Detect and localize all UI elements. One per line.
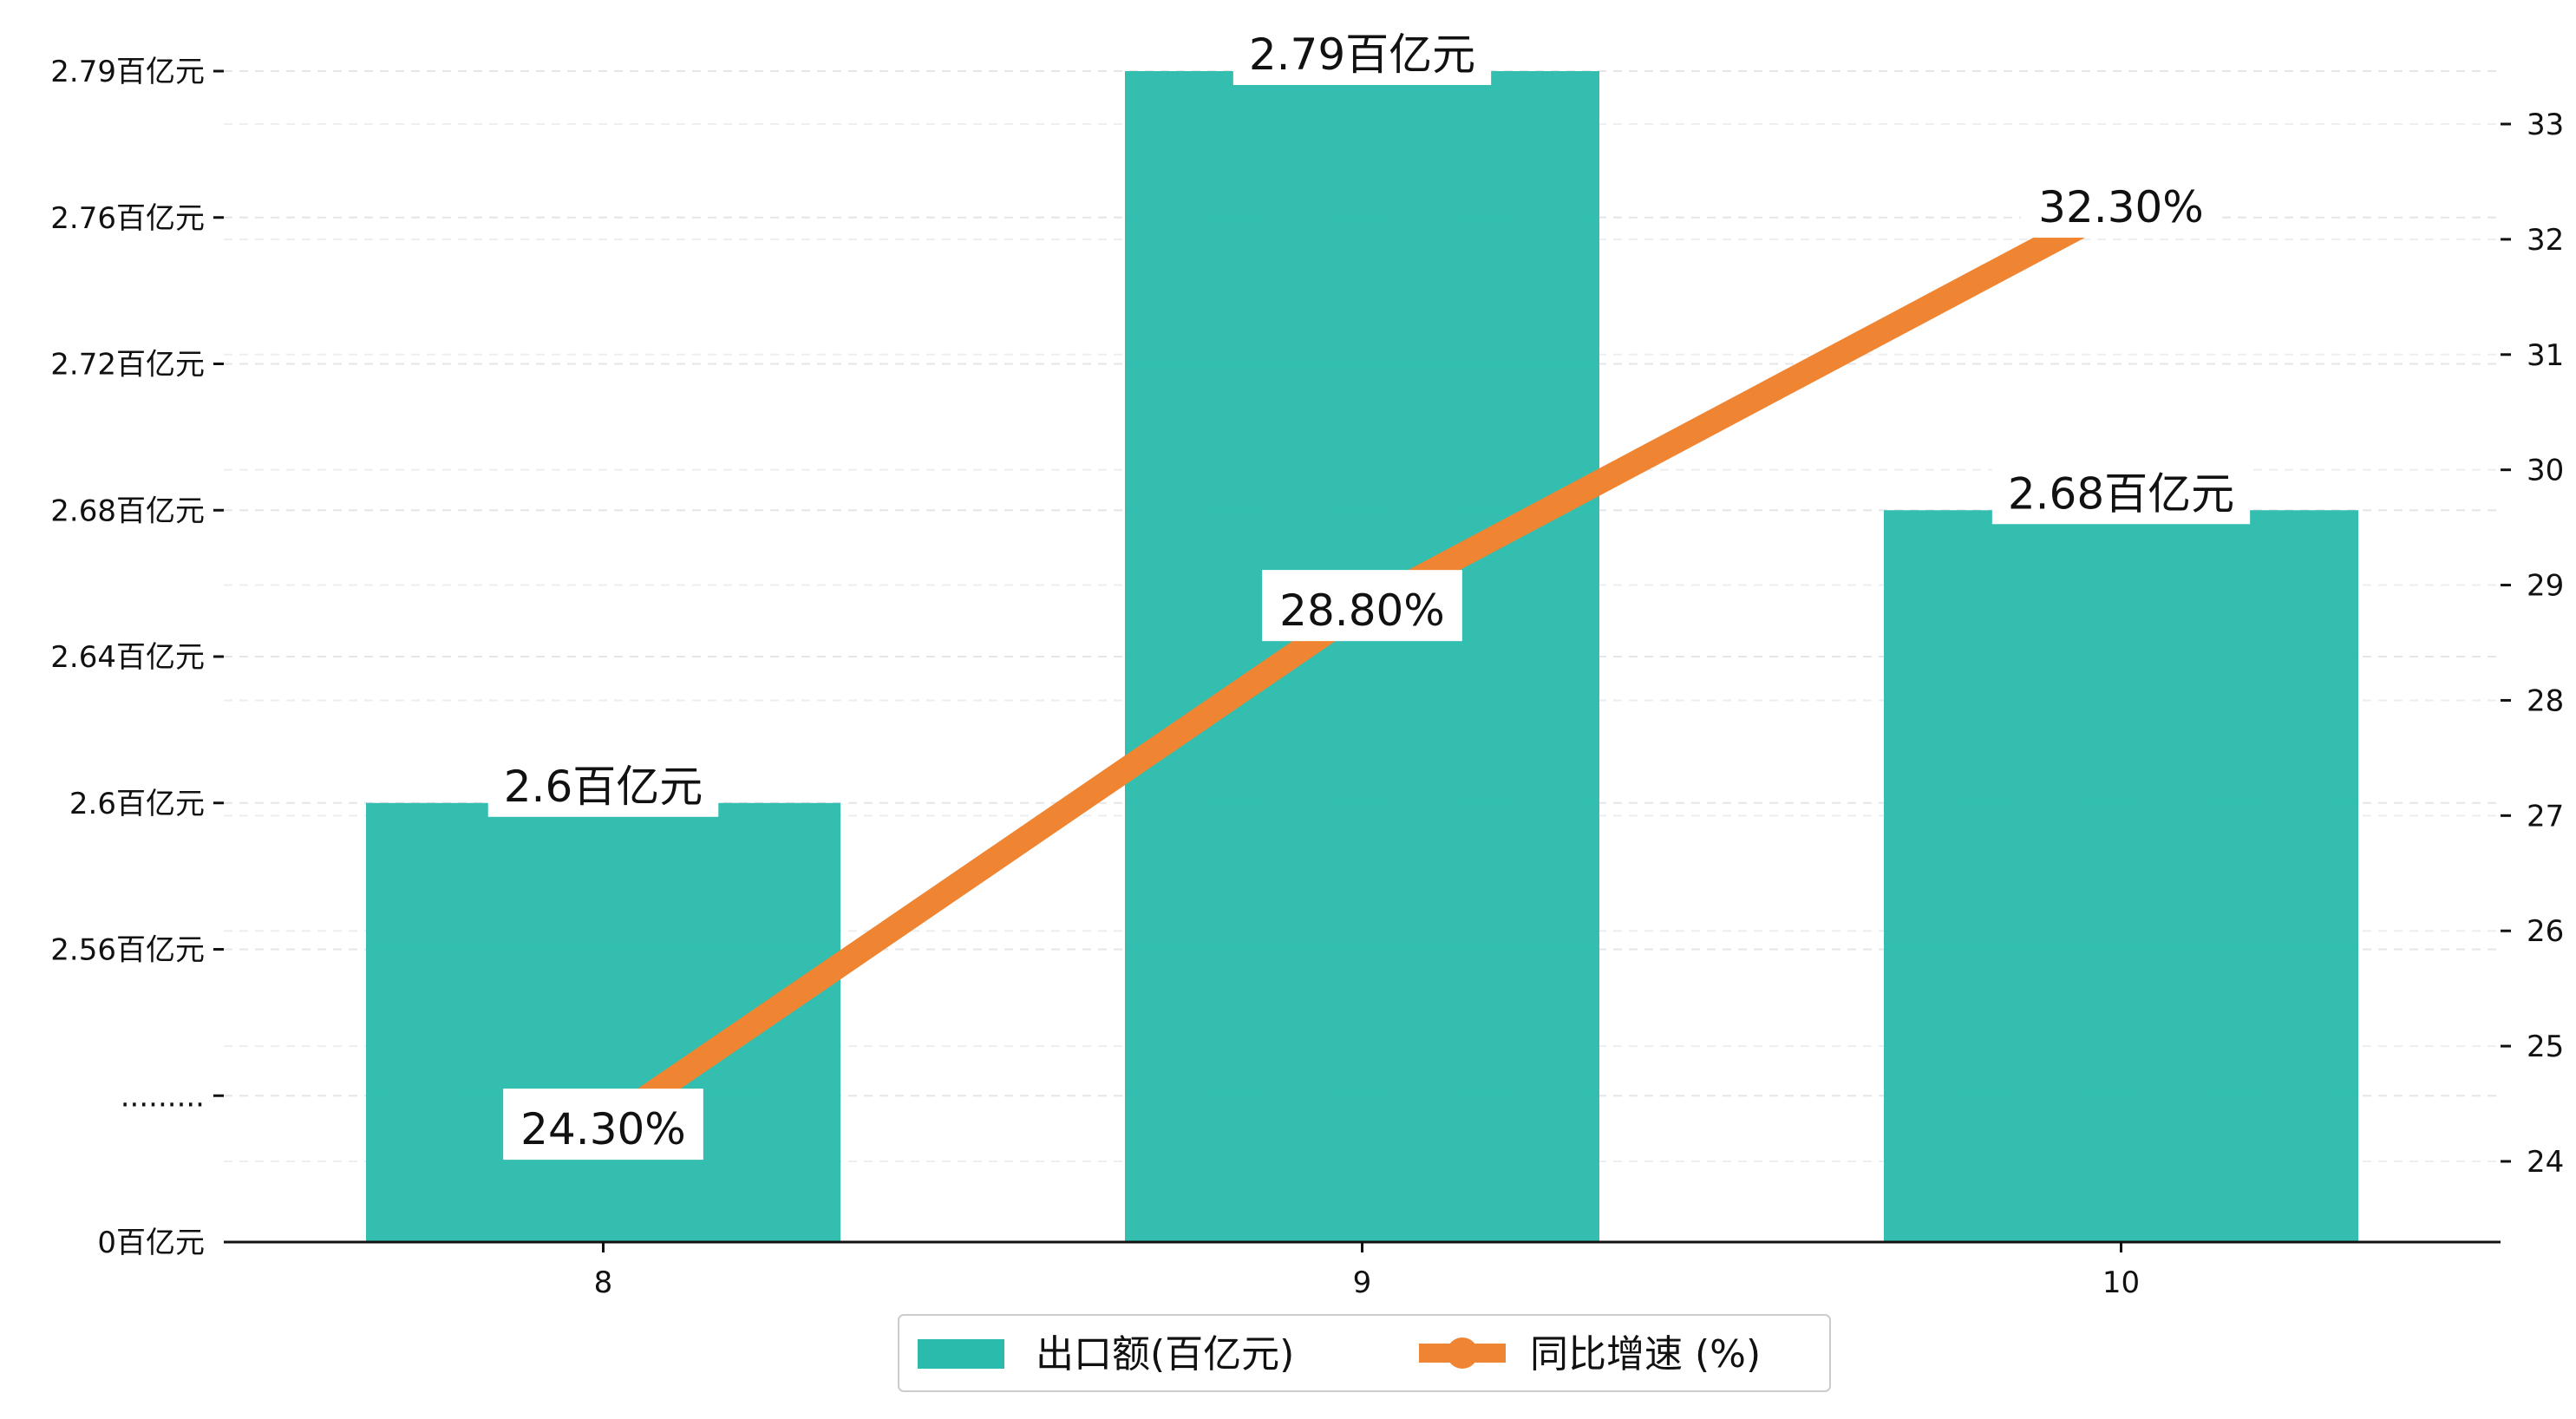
y-left-tick-label: 2.76百亿元 bbox=[50, 201, 205, 236]
bar-value-label: 2.6百亿元 bbox=[504, 762, 703, 812]
y-left-tick-label: 2.6百亿元 bbox=[69, 787, 205, 821]
data-labels: 2.6百亿元 2.79百亿元 2.68百亿元 24.30% 28.80% 32.30% bbox=[487, 28, 2251, 1161]
bar bbox=[1125, 71, 1599, 1242]
x-tick-label: 8 bbox=[594, 1265, 613, 1300]
y-left-tick-label: 2.79百亿元 bbox=[50, 55, 205, 89]
axes: 0百亿元......... 2.56百亿元 2.6百亿元 2.64百亿元 2.68百亿元… bbox=[50, 55, 2564, 1300]
bar-value-label: 2.68百亿元 bbox=[2008, 468, 2234, 519]
legend: 出口额(百亿元) 同比增速 (%) bbox=[898, 1314, 1831, 1392]
label-background bbox=[1991, 467, 2251, 525]
y-left-tick-label: 0百亿元 bbox=[97, 1226, 205, 1260]
line-value-label: 28.80% bbox=[1279, 585, 1445, 636]
label-background bbox=[487, 759, 719, 817]
y-right-tick-label: 30 bbox=[2527, 454, 2564, 488]
legend-box bbox=[898, 1314, 1831, 1392]
line-value-label: 24.30% bbox=[520, 1104, 686, 1154]
y-left-tick-label: 2.64百亿元 bbox=[50, 640, 205, 675]
label-background bbox=[1232, 28, 1492, 85]
y-right-tick-label: 31 bbox=[2527, 338, 2564, 373]
label-background bbox=[503, 1089, 703, 1161]
label-background bbox=[1262, 570, 1462, 642]
y-left-tick-label: 2.56百亿元 bbox=[50, 933, 205, 968]
legend-label-bar: 出口额(百亿元) bbox=[1036, 1332, 1294, 1376]
y-right-tick-label: 32 bbox=[2527, 223, 2564, 258]
line-value-label: 32.30% bbox=[2038, 182, 2204, 232]
label-background bbox=[2021, 167, 2221, 239]
legend-label-line: 同比增速 (%) bbox=[1530, 1332, 1761, 1376]
bar bbox=[1884, 510, 2358, 1242]
y-right-tick-label: 33 bbox=[2527, 108, 2564, 142]
x-tick-label: 9 bbox=[1353, 1265, 1372, 1300]
y-right-tick-label: 29 bbox=[2527, 569, 2564, 604]
legend-swatch-bar bbox=[918, 1339, 1004, 1369]
y-right-tick-label: 25 bbox=[2527, 1030, 2564, 1064]
bar-value-label: 2.79百亿元 bbox=[1249, 29, 1475, 80]
y-right-tick-label: 24 bbox=[2527, 1145, 2564, 1180]
y-right-tick-label: 27 bbox=[2527, 799, 2564, 834]
y-right-tick-label: 26 bbox=[2527, 914, 2564, 949]
y-left-tick-label: 2.68百亿元 bbox=[50, 494, 205, 528]
y-right-tick-label: 28 bbox=[2527, 683, 2564, 718]
bar-series bbox=[366, 71, 2358, 1242]
y-left-tick-label: ......... bbox=[121, 1079, 205, 1114]
y-left-tick-label: 2.72百亿元 bbox=[50, 348, 205, 383]
legend-marker-line bbox=[1447, 1337, 1478, 1369]
x-tick-label: 10 bbox=[2102, 1265, 2140, 1300]
